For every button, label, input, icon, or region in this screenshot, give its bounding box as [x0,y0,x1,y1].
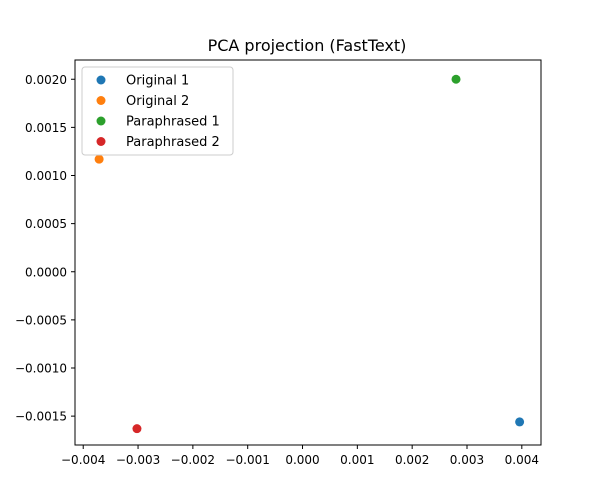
legend-label: Paraphrased 2 [126,135,220,150]
x-tick-label: 0.002 [395,453,429,467]
data-points [94,74,525,434]
legend-marker [96,75,106,85]
x-tick-label: −0.004 [61,453,105,467]
y-tick-label: −0.0005 [15,313,67,327]
y-tick-label: 0.0000 [25,265,67,279]
y-tick-label: 0.0010 [25,169,67,183]
x-tick-label: 0.000 [285,453,319,467]
x-tick-label: 0.004 [505,453,539,467]
y-tick-label: 0.0005 [25,217,67,231]
legend-marker [96,137,106,146]
data-point [94,154,104,164]
y-tick-label: 0.0020 [25,73,67,87]
data-point [132,424,142,434]
y-tick-label: −0.0010 [15,362,67,376]
legend-marker [96,96,106,105]
legend-label: Original 1 [126,74,189,89]
legend: Original 1 Original 2 Paraphrased 1 Paraphr… [81,66,234,156]
x-tick-label: −0.002 [171,453,215,467]
plot-area-frame [74,59,542,446]
y-tick-label: −0.0015 [15,410,67,424]
data-point [451,74,461,84]
legend-marker [96,116,106,126]
legend-box [81,66,234,156]
y-tick-label: 0.0015 [25,121,67,135]
legend-label: Original 2 [126,94,189,109]
y-axis: −0.0015 −0.0010 −0.0005 0.0000 0.0005 0.0010 0… [15,73,75,424]
x-tick-label: −0.003 [116,453,160,467]
x-axis: −0.004 −0.003 −0.002 −0.001 0.000 0.001 0.002 0… [61,445,539,467]
legend-label: Paraphrased 1 [126,115,220,130]
x-tick-label: −0.001 [225,453,269,467]
x-tick-label: 0.001 [340,453,374,467]
x-tick-label: 0.003 [450,453,484,467]
data-point [515,417,525,427]
chart-title: PCA projection (FastText) [208,36,407,55]
